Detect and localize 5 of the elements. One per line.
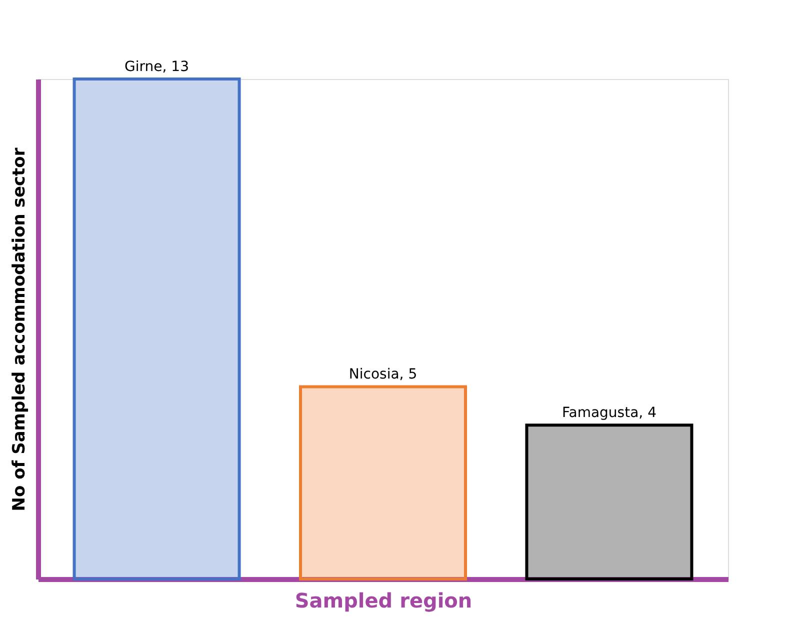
- x-axis-title: Sampled region: [294, 588, 472, 612]
- data-label: Famagusta, 4: [562, 405, 657, 422]
- data-label: Nicosia, 5: [348, 366, 418, 383]
- data-label: Girne, 13: [124, 59, 189, 75]
- y-axis-title: No of Sampled accommodation sector: [10, 147, 30, 512]
